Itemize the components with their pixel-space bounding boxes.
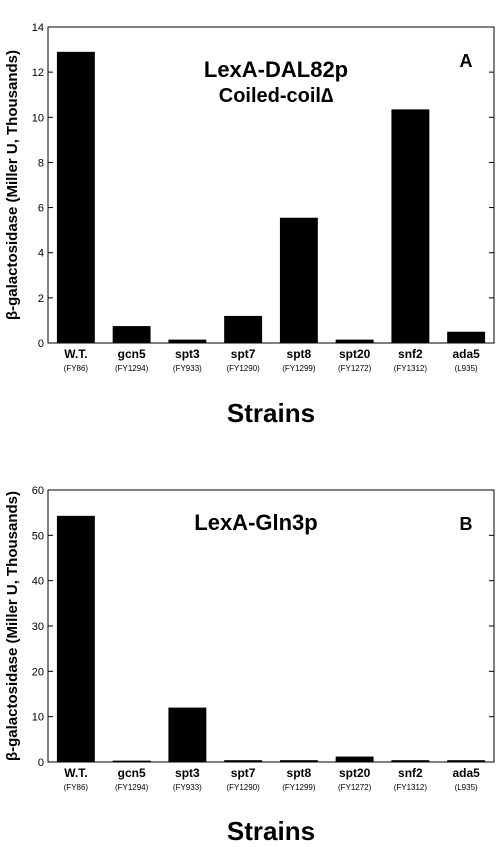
x-tick-sublabel: (FY1294) bbox=[115, 364, 149, 373]
bar-ada5 bbox=[447, 760, 486, 762]
chart-title: LexA-Gln3p bbox=[194, 510, 317, 535]
x-axis: W.T. (FY86) gcn5 (FY1294) spt3 (FY933) spt7 (FY… bbox=[64, 766, 480, 792]
y-tick-label: 20 bbox=[32, 666, 44, 678]
x-tick-sublabel: (FY933) bbox=[173, 364, 202, 373]
bar-gcn5 bbox=[112, 760, 151, 762]
chart-panel-b: 0 10 20 30 40 50 60 W.T. (FY86) gcn5 (FY1294) spt3… bbox=[4, 485, 495, 846]
y-axis-title: β-galactosidase (Miller U, Thousands) bbox=[4, 491, 21, 761]
panel-letter: B bbox=[460, 514, 473, 534]
x-tick-label: spt20 bbox=[339, 766, 371, 780]
bar-ada5 bbox=[447, 331, 486, 343]
bar-snf2 bbox=[391, 109, 430, 343]
x-axis: W.T. (FY86) gcn5 (FY1294) spt3 (FY933) spt7 (FY… bbox=[64, 347, 480, 373]
x-tick-sublabel: (L935) bbox=[455, 364, 478, 373]
bars bbox=[56, 515, 486, 762]
bar-snf2 bbox=[391, 760, 430, 762]
y-tick-label: 0 bbox=[38, 757, 44, 769]
x-tick-sublabel: (FY86) bbox=[64, 364, 89, 373]
y-tick-label: 0 bbox=[38, 338, 44, 350]
y-tick-label: 6 bbox=[38, 203, 44, 215]
x-tick-sublabel: (FY1272) bbox=[338, 364, 372, 373]
x-tick-label: spt3 bbox=[175, 766, 200, 780]
x-tick-sublabel: (FY1312) bbox=[394, 783, 428, 792]
y-tick-label: 4 bbox=[38, 248, 44, 260]
x-tick-label: W.T. bbox=[64, 347, 87, 361]
x-axis-title: Strains bbox=[227, 398, 315, 428]
x-tick-sublabel: (FY86) bbox=[64, 783, 89, 792]
x-tick-label: W.T. bbox=[64, 766, 87, 780]
x-tick-label: spt8 bbox=[287, 347, 312, 361]
x-tick-sublabel: (FY1290) bbox=[226, 364, 260, 373]
bar-wt bbox=[56, 51, 95, 343]
x-tick-label: gcn5 bbox=[118, 766, 146, 780]
bars bbox=[56, 51, 486, 343]
bar-spt8 bbox=[279, 760, 318, 762]
x-tick-label: spt3 bbox=[175, 347, 200, 361]
y-axis: 0 2 4 6 8 10 12 14 bbox=[32, 22, 494, 350]
y-tick-label: 30 bbox=[32, 621, 44, 633]
y-tick-label: 14 bbox=[32, 22, 44, 34]
chart-title: LexA-DAL82p bbox=[204, 57, 348, 82]
bar-spt7 bbox=[224, 315, 263, 343]
y-axis: 0 10 20 30 40 50 60 bbox=[32, 485, 494, 769]
x-tick-sublabel: (FY1294) bbox=[115, 783, 149, 792]
y-tick-label: 2 bbox=[38, 293, 44, 305]
x-tick-label: gcn5 bbox=[118, 347, 146, 361]
x-tick-label: spt20 bbox=[339, 347, 371, 361]
x-tick-label: spt7 bbox=[231, 766, 256, 780]
x-tick-sublabel: (FY1290) bbox=[226, 783, 260, 792]
bar-spt8 bbox=[279, 217, 318, 343]
x-tick-sublabel: (FY1312) bbox=[394, 364, 428, 373]
y-tick-label: 12 bbox=[32, 67, 44, 79]
x-tick-sublabel: (FY1272) bbox=[338, 783, 372, 792]
x-tick-sublabel: (L935) bbox=[455, 783, 478, 792]
bar-spt3 bbox=[168, 707, 207, 762]
x-tick-label: ada5 bbox=[452, 766, 480, 780]
y-axis-title: β-galactosidase (Miller U, Thousands) bbox=[4, 50, 21, 320]
bar-gcn5 bbox=[112, 326, 151, 343]
y-tick-label: 40 bbox=[32, 576, 44, 588]
bar-wt bbox=[56, 515, 95, 762]
y-tick-label: 50 bbox=[32, 530, 44, 542]
x-tick-label: ada5 bbox=[452, 347, 480, 361]
y-tick-label: 60 bbox=[32, 485, 44, 497]
plot-frame bbox=[47, 26, 495, 344]
bar-spt20 bbox=[335, 756, 374, 762]
y-tick-label: 10 bbox=[32, 712, 44, 724]
x-tick-label: spt7 bbox=[231, 347, 256, 361]
x-tick-label: spt8 bbox=[287, 766, 312, 780]
y-tick-label: 8 bbox=[38, 157, 44, 169]
x-tick-sublabel: (FY933) bbox=[173, 783, 202, 792]
bar-spt20 bbox=[335, 339, 374, 343]
x-axis-title: Strains bbox=[227, 816, 315, 846]
x-tick-sublabel: (FY1299) bbox=[282, 783, 316, 792]
chart-subtitle: Coiled-coil∆ bbox=[219, 85, 333, 107]
bar-spt7 bbox=[224, 760, 263, 762]
y-tick-label: 10 bbox=[32, 112, 44, 124]
chart-panel-a: 0 2 4 6 8 10 12 14 W.T. (FY86) gcn5 (FY1294) spt3 (F… bbox=[4, 22, 495, 428]
x-tick-label: snf2 bbox=[398, 347, 423, 361]
x-tick-label: snf2 bbox=[398, 766, 423, 780]
x-tick-sublabel: (FY1299) bbox=[282, 364, 316, 373]
bar-spt3 bbox=[168, 339, 207, 343]
panel-letter: A bbox=[460, 51, 473, 71]
